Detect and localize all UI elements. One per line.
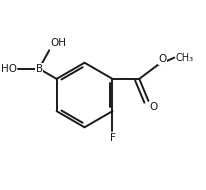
Text: OH: OH [50, 38, 66, 48]
Text: O: O [149, 102, 158, 112]
Text: CH₃: CH₃ [175, 53, 193, 63]
Text: O: O [159, 54, 167, 64]
Text: B: B [35, 64, 43, 74]
Text: F: F [110, 133, 115, 143]
Text: HO: HO [1, 64, 17, 74]
